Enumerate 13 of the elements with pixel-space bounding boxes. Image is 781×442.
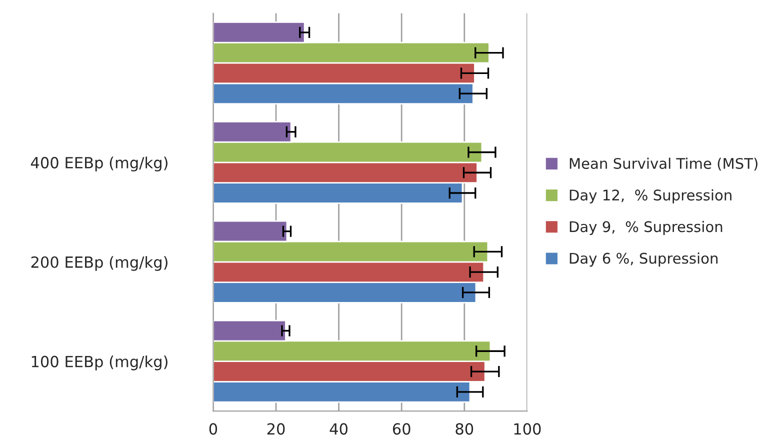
- x-tick-label: 40: [330, 423, 348, 435]
- y-tick-label: 100 EEBp (mg/kg): [32, 356, 168, 370]
- legend-label: Day 9, % Supression: [570, 220, 722, 236]
- x-tick-label: 100: [514, 423, 541, 435]
- legend-label: Day 12, % Supression: [570, 189, 732, 204]
- y-tick-label: 200 EEBp (mg/kg): [31, 256, 168, 271]
- x-tick-label: 0: [209, 423, 218, 435]
- x-tick-label: 60: [392, 423, 410, 435]
- y-tick-label: 400 EEBp (mg/kg): [30, 156, 168, 172]
- x-tick-label: 80: [456, 423, 474, 435]
- legend-label: Mean Survival Time (MST): [570, 158, 758, 171]
- x-tick-label: 20: [267, 423, 285, 435]
- legend-label: Day 6 %, Supression: [570, 252, 718, 267]
